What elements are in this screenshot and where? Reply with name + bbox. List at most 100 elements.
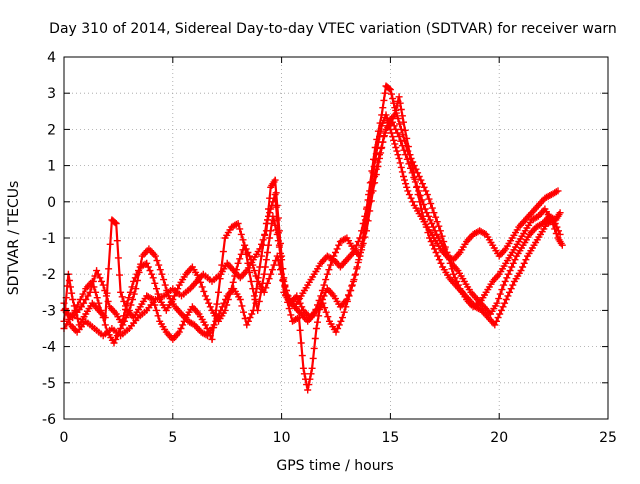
data-point — [244, 317, 252, 325]
data-point — [550, 216, 558, 224]
data-point — [426, 216, 434, 224]
data-point — [260, 270, 268, 278]
data-point — [501, 277, 509, 285]
data-point — [407, 194, 415, 202]
data-point — [403, 183, 411, 191]
data-point — [249, 306, 257, 314]
data-point — [219, 248, 227, 256]
data-point — [322, 308, 330, 316]
data-point — [200, 287, 208, 295]
data-series — [60, 82, 566, 394]
y-tick-label: -2 — [42, 267, 56, 283]
data-point — [255, 297, 263, 305]
data-point — [428, 204, 436, 212]
data-point — [95, 299, 103, 307]
data-point — [508, 263, 516, 271]
data-point — [101, 287, 109, 294]
data-point — [266, 209, 274, 217]
data-point — [226, 290, 234, 298]
data-point — [118, 318, 126, 326]
data-point — [406, 151, 414, 159]
x-axis-label: GPS time / hours — [276, 458, 393, 474]
data-point — [273, 252, 281, 260]
data-point — [243, 321, 251, 329]
x-tick-label: 15 — [381, 430, 399, 446]
data-point — [432, 213, 440, 221]
data-point — [96, 274, 104, 282]
data-point — [132, 285, 140, 293]
data-point — [501, 299, 509, 307]
data-point — [556, 209, 564, 217]
data-point — [309, 354, 317, 362]
data-point — [195, 274, 203, 282]
data-point — [504, 270, 512, 278]
data-point — [143, 259, 151, 267]
data-point — [126, 288, 134, 296]
grid — [64, 57, 608, 419]
data-point — [306, 375, 314, 383]
data-point — [172, 288, 180, 296]
x-tick-label: 10 — [273, 430, 291, 446]
data-point — [154, 290, 162, 298]
data-point — [342, 303, 350, 311]
data-point — [388, 129, 395, 137]
data-point — [267, 270, 275, 278]
data-point — [402, 180, 410, 188]
data-point — [448, 265, 456, 273]
data-point — [398, 112, 406, 120]
data-point — [153, 257, 161, 265]
data-point — [405, 191, 413, 199]
data-point — [339, 314, 346, 322]
data-point — [161, 281, 169, 289]
data-point — [236, 255, 244, 263]
data-point — [404, 187, 412, 195]
data-point — [241, 241, 249, 249]
data-point — [434, 252, 442, 260]
data-point — [74, 301, 82, 309]
data-point — [379, 138, 387, 146]
data-point — [129, 296, 136, 303]
data-point — [229, 278, 237, 286]
y-tick-label: 3 — [47, 86, 56, 102]
data-point — [437, 259, 445, 267]
data-point — [504, 292, 512, 300]
data-point — [445, 254, 453, 262]
data-point — [391, 140, 399, 148]
data-point — [369, 187, 377, 195]
data-point — [215, 288, 222, 296]
data-point — [231, 272, 239, 280]
data-point — [312, 325, 320, 332]
data-point — [421, 218, 429, 226]
data-point — [443, 249, 451, 256]
data-point — [380, 96, 388, 104]
data-point — [396, 159, 404, 167]
data-point — [244, 259, 252, 267]
data-point — [422, 187, 430, 195]
data-point — [110, 339, 118, 347]
data-point — [401, 176, 408, 184]
data-point — [130, 277, 138, 285]
data-point — [509, 259, 517, 267]
data-point — [389, 133, 397, 141]
data-point — [370, 155, 377, 163]
y-tick-label: 2 — [47, 122, 56, 138]
data-point — [117, 325, 125, 332]
data-point — [396, 99, 404, 107]
data-point — [92, 288, 100, 296]
data-point — [267, 227, 275, 235]
data-point — [252, 272, 260, 280]
data-point — [403, 155, 411, 163]
data-point — [113, 237, 121, 245]
data-point — [517, 267, 525, 275]
data-point — [153, 285, 160, 293]
data-point — [414, 191, 422, 199]
data-point — [151, 279, 159, 287]
data-point — [262, 284, 270, 292]
data-point — [390, 122, 398, 130]
data-point — [328, 257, 336, 265]
data-point — [373, 135, 381, 143]
data-point — [251, 296, 259, 303]
data-point — [315, 312, 323, 320]
data-point — [260, 288, 268, 296]
